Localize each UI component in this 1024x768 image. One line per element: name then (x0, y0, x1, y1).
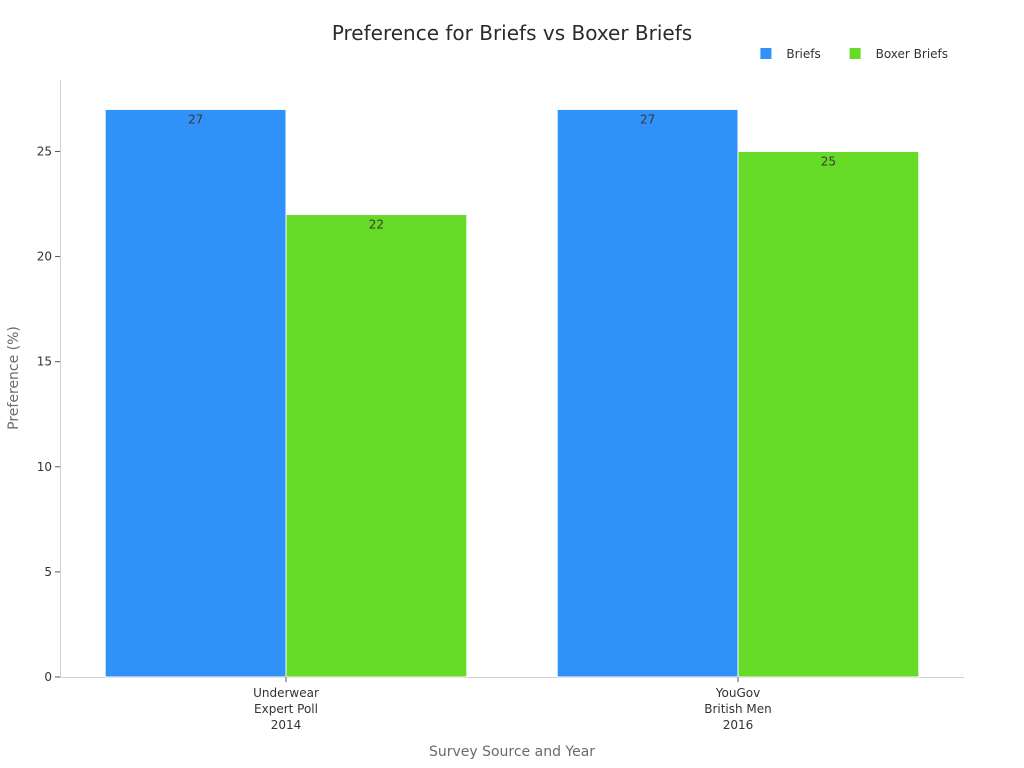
y-tick-label: 15 (37, 355, 52, 369)
plot-area: 0 5 10 15 20 25 27 22 27 25 Underwear Expert Poll… (37, 80, 964, 732)
bar-boxer-briefs (285, 214, 468, 678)
x-tick-label: British Men (704, 702, 772, 716)
x-axis-title: Survey Source and Year (429, 744, 595, 760)
y-tick-label: 20 (37, 250, 52, 264)
bars (104, 108, 920, 678)
y-axis-ticks: 0 5 10 15 20 25 (37, 144, 60, 684)
chart-title: Preference for Briefs vs Boxer Briefs (332, 21, 692, 45)
x-tick-label: YouGov (715, 686, 760, 700)
data-labels: 27 22 27 25 (188, 112, 836, 231)
data-label: 25 (821, 154, 836, 168)
bar-briefs (104, 108, 287, 678)
bar-briefs (556, 108, 739, 678)
legend: Briefs Boxer Briefs (760, 47, 948, 61)
x-tick-label: 2014 (271, 718, 302, 732)
y-axis-title: Preference (%) (6, 326, 22, 430)
x-tick-label: Underwear (253, 686, 319, 700)
y-tick-label: 10 (37, 460, 52, 474)
legend-item-boxer-briefs: Boxer Briefs (849, 47, 948, 61)
bar-boxer-briefs (737, 150, 920, 678)
x-tick-label: Expert Poll (254, 702, 318, 716)
x-axis-ticks: Underwear Expert Poll 2014 YouGov British Me… (253, 677, 772, 732)
legend-label: Briefs (786, 47, 820, 61)
legend-swatch (760, 48, 772, 59)
data-label: 27 (640, 112, 655, 126)
legend-label: Boxer Briefs (876, 47, 948, 61)
data-label: 22 (369, 218, 384, 232)
y-tick-label: 0 (44, 670, 52, 684)
legend-swatch (849, 48, 861, 59)
y-tick-label: 5 (44, 565, 52, 579)
data-label: 27 (188, 112, 203, 126)
x-tick-label: 2016 (723, 718, 754, 732)
y-tick-label: 25 (37, 144, 52, 158)
legend-item-briefs: Briefs (760, 47, 821, 61)
